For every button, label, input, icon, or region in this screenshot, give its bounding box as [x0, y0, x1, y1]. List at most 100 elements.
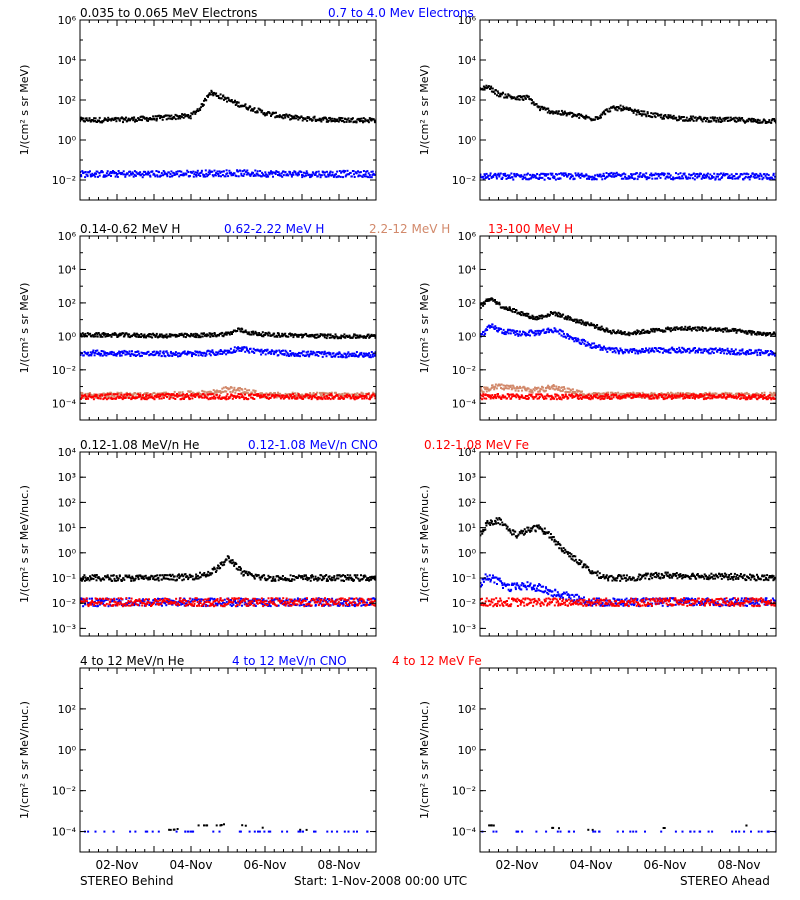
- data-point: [256, 334, 259, 337]
- data-point: [360, 353, 363, 356]
- data-point: [133, 332, 136, 335]
- data-point: [716, 349, 719, 352]
- data-point: [707, 120, 710, 123]
- data-point: [125, 116, 127, 119]
- data-point: [277, 171, 280, 174]
- data-point: [300, 116, 303, 118]
- data-point: [94, 117, 97, 120]
- data-point: [706, 174, 709, 177]
- data-point: [622, 105, 625, 108]
- data-point: [158, 397, 161, 400]
- data-point: [166, 395, 168, 398]
- data-point: [569, 173, 572, 176]
- data-point: [143, 396, 146, 399]
- data-point: [302, 350, 305, 353]
- data-point: [500, 387, 502, 389]
- data-point: [321, 117, 324, 120]
- data-point: [227, 397, 230, 400]
- data-point: [726, 347, 729, 350]
- data-point: [282, 174, 285, 177]
- data-point: [670, 391, 672, 394]
- data-point: [557, 388, 560, 391]
- data-point: [604, 113, 607, 116]
- data-point: [115, 172, 118, 174]
- data-point: [224, 396, 227, 399]
- data-point: [500, 328, 502, 331]
- data-point: [612, 173, 615, 176]
- data-point: [315, 396, 318, 399]
- data-point: [744, 121, 746, 124]
- data-point: [103, 119, 106, 122]
- y-tick-label: 10⁴: [58, 263, 77, 276]
- data-point: [515, 98, 518, 101]
- data-point: [671, 346, 674, 349]
- data-point: [81, 332, 84, 335]
- data-point: [345, 392, 348, 395]
- data-point: [681, 346, 684, 349]
- data-point: [735, 331, 738, 334]
- data-point: [316, 397, 319, 400]
- data-point: [237, 327, 240, 330]
- data-point: [594, 344, 597, 347]
- data-point: [145, 398, 148, 401]
- data-point: [331, 117, 334, 120]
- data-point: [219, 390, 222, 393]
- data-point: [574, 318, 576, 321]
- data-point: [168, 354, 171, 357]
- data-point: [753, 331, 756, 333]
- data-point: [685, 119, 688, 122]
- data-point: [654, 116, 657, 119]
- data-point: [552, 331, 555, 334]
- data-point: [309, 335, 312, 338]
- data-point: [284, 171, 287, 174]
- data-point: [194, 353, 197, 356]
- data-point: [260, 353, 263, 356]
- data-point: [507, 332, 510, 335]
- data-point: [480, 386, 482, 389]
- data-point: [640, 332, 643, 335]
- data-point: [501, 387, 504, 390]
- data-point: [341, 354, 344, 357]
- data-point: [608, 174, 610, 177]
- data-point: [497, 393, 499, 395]
- data-point: [266, 348, 269, 351]
- data-point: [82, 396, 85, 399]
- data-point: [240, 396, 243, 399]
- data-point: [651, 116, 654, 119]
- data-point: [672, 176, 675, 179]
- data-point: [341, 392, 344, 395]
- data-point: [196, 169, 199, 172]
- data-point: [489, 325, 492, 327]
- data-point: [223, 96, 226, 99]
- data-point: [748, 348, 751, 351]
- data-point: [615, 392, 618, 395]
- data-point: [187, 352, 190, 355]
- data-point: [117, 117, 120, 120]
- data-point: [489, 174, 492, 177]
- data-point: [529, 390, 532, 393]
- data-point: [703, 118, 705, 121]
- data-point: [763, 391, 766, 394]
- data-point: [277, 174, 279, 176]
- data-point: [192, 175, 195, 178]
- data-point: [161, 334, 164, 337]
- data-point: [160, 172, 163, 175]
- data-point: [353, 352, 356, 355]
- data-point: [309, 352, 312, 355]
- data-point: [731, 350, 734, 353]
- data-point: [681, 116, 684, 119]
- data-point: [96, 349, 99, 352]
- data-point: [254, 389, 257, 392]
- data-point: [319, 335, 321, 338]
- data-point: [491, 384, 494, 387]
- data-point: [81, 392, 84, 395]
- data-point: [328, 394, 331, 397]
- data-point: [101, 121, 103, 124]
- data-point: [229, 100, 232, 102]
- data-point: [599, 348, 602, 351]
- data-point: [757, 118, 759, 121]
- data-point: [623, 332, 625, 335]
- data-point: [80, 396, 83, 399]
- data-point: [704, 348, 707, 351]
